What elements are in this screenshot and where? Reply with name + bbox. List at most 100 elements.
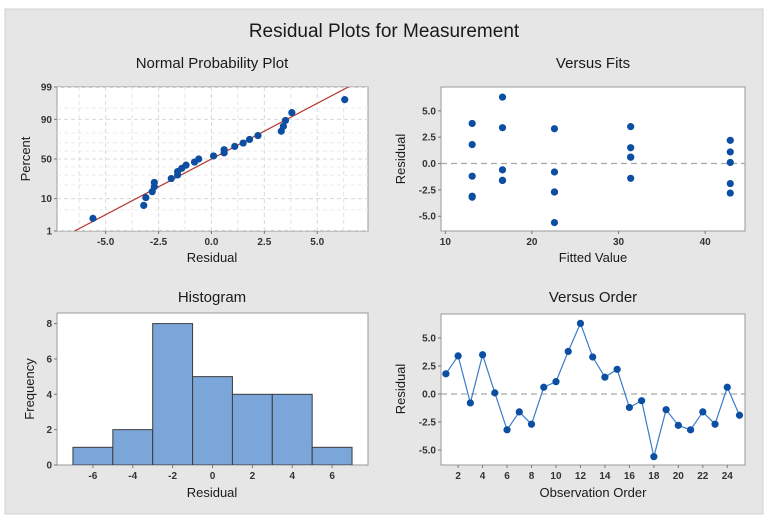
x-tick-label: -5.0 xyxy=(97,237,115,248)
x-tick-label: 14 xyxy=(599,471,611,482)
y-tick-label: 8 xyxy=(46,319,52,330)
data-point xyxy=(220,146,228,154)
data-point xyxy=(209,152,218,160)
data-point xyxy=(627,174,635,182)
x-tick-label: -2.5 xyxy=(150,237,168,248)
panel-title: Normal Probability Plot xyxy=(136,55,289,72)
y-tick-label: 0.0 xyxy=(422,159,436,170)
data-point xyxy=(245,135,254,144)
data-point xyxy=(726,189,734,197)
data-point xyxy=(515,408,523,416)
x-tick-label: 20 xyxy=(673,471,685,482)
y-axis-label: Residual xyxy=(393,134,408,185)
data-point xyxy=(498,93,507,101)
data-point xyxy=(711,420,719,428)
panel-title: Versus Fits xyxy=(556,55,630,72)
main-title: Residual Plots for Measurement xyxy=(249,21,520,42)
x-tick-label: 20 xyxy=(526,237,538,248)
data-point xyxy=(726,148,734,156)
data-point xyxy=(686,426,695,434)
histogram-bar xyxy=(72,446,114,465)
y-axis-label: Frequency xyxy=(22,358,37,420)
data-point xyxy=(726,179,734,188)
data-point xyxy=(468,172,476,180)
y-tick-label: -5.0 xyxy=(419,212,437,223)
data-point xyxy=(613,365,621,373)
data-point xyxy=(564,347,572,356)
y-tick-label: 4 xyxy=(46,390,52,401)
y-tick-label: 99 xyxy=(41,83,53,94)
x-tick-label: 16 xyxy=(624,471,636,482)
data-point xyxy=(142,193,150,202)
data-point xyxy=(491,389,499,397)
versus-order-plot: Versus Order Observation Order Residual … xyxy=(393,289,746,500)
y-axis-label: Residual xyxy=(393,364,408,415)
data-point xyxy=(726,158,734,167)
x-tick-label: 0 xyxy=(210,471,216,482)
data-point xyxy=(576,319,585,328)
data-point xyxy=(498,124,507,132)
data-point xyxy=(466,399,474,407)
histogram-bar xyxy=(231,393,273,465)
x-axis-label: Observation Order xyxy=(540,485,648,500)
y-tick-label: 2 xyxy=(46,425,52,436)
data-point xyxy=(239,139,247,147)
data-point xyxy=(89,214,97,222)
x-tick-label: 0.0 xyxy=(204,237,218,248)
panel-title: Histogram xyxy=(178,289,246,306)
x-tick-label: 6 xyxy=(329,471,335,482)
x-tick-label: -4 xyxy=(128,471,137,482)
histogram-bar xyxy=(271,393,313,465)
x-tick-label: 6 xyxy=(504,471,510,482)
x-tick-label: 4 xyxy=(480,471,486,482)
x-tick-label: 10 xyxy=(440,237,452,248)
data-point xyxy=(503,426,511,434)
x-tick-label: 4 xyxy=(289,471,295,482)
data-point xyxy=(674,421,682,429)
data-point xyxy=(699,408,707,416)
histogram-bar xyxy=(311,446,353,465)
plot-area xyxy=(440,313,746,466)
data-point xyxy=(726,136,734,144)
fit-line xyxy=(73,87,350,231)
data-point xyxy=(723,383,731,391)
data-point xyxy=(468,140,476,149)
data-point xyxy=(589,353,597,361)
plot-content xyxy=(441,319,745,461)
data-point xyxy=(627,123,635,131)
histogram-bar xyxy=(152,323,194,465)
x-tick-label: 2 xyxy=(455,471,461,482)
data-point xyxy=(468,119,476,128)
y-tick-label: -2.5 xyxy=(419,185,437,196)
x-tick-label: -2 xyxy=(168,471,177,482)
y-tick-label: 5.0 xyxy=(422,333,436,344)
plot-content xyxy=(57,87,368,231)
data-point xyxy=(627,144,635,152)
x-tick-label: 8 xyxy=(529,471,535,482)
x-axis-label: Residual xyxy=(187,485,238,500)
data-point xyxy=(550,188,559,196)
data-point xyxy=(735,411,744,419)
y-tick-label: 2.5 xyxy=(422,361,436,372)
x-tick-label: 5.0 xyxy=(310,237,324,248)
y-tick-label: 2.5 xyxy=(422,133,436,144)
data-point xyxy=(454,352,462,360)
y-tick-label: 50 xyxy=(41,155,53,166)
data-point xyxy=(281,116,290,125)
data-point xyxy=(254,131,262,140)
data-point xyxy=(625,403,633,412)
data-point xyxy=(540,383,548,391)
normal-probability-plot: Normal Probability Plot Residual Percent… xyxy=(18,55,369,265)
data-point xyxy=(498,166,507,174)
data-point xyxy=(550,125,559,133)
data-point xyxy=(231,142,239,151)
panel-title: Versus Order xyxy=(549,289,637,306)
data-point xyxy=(627,153,635,161)
versus-fits-plot: Versus Fits Fitted Value Residual 10 20 30… xyxy=(393,55,746,265)
y-tick-label: -5.0 xyxy=(419,445,437,456)
data-point xyxy=(341,96,349,104)
data-point xyxy=(150,178,158,187)
data-point xyxy=(638,397,646,405)
data-point xyxy=(442,370,450,378)
x-tick-label: 18 xyxy=(648,471,660,482)
